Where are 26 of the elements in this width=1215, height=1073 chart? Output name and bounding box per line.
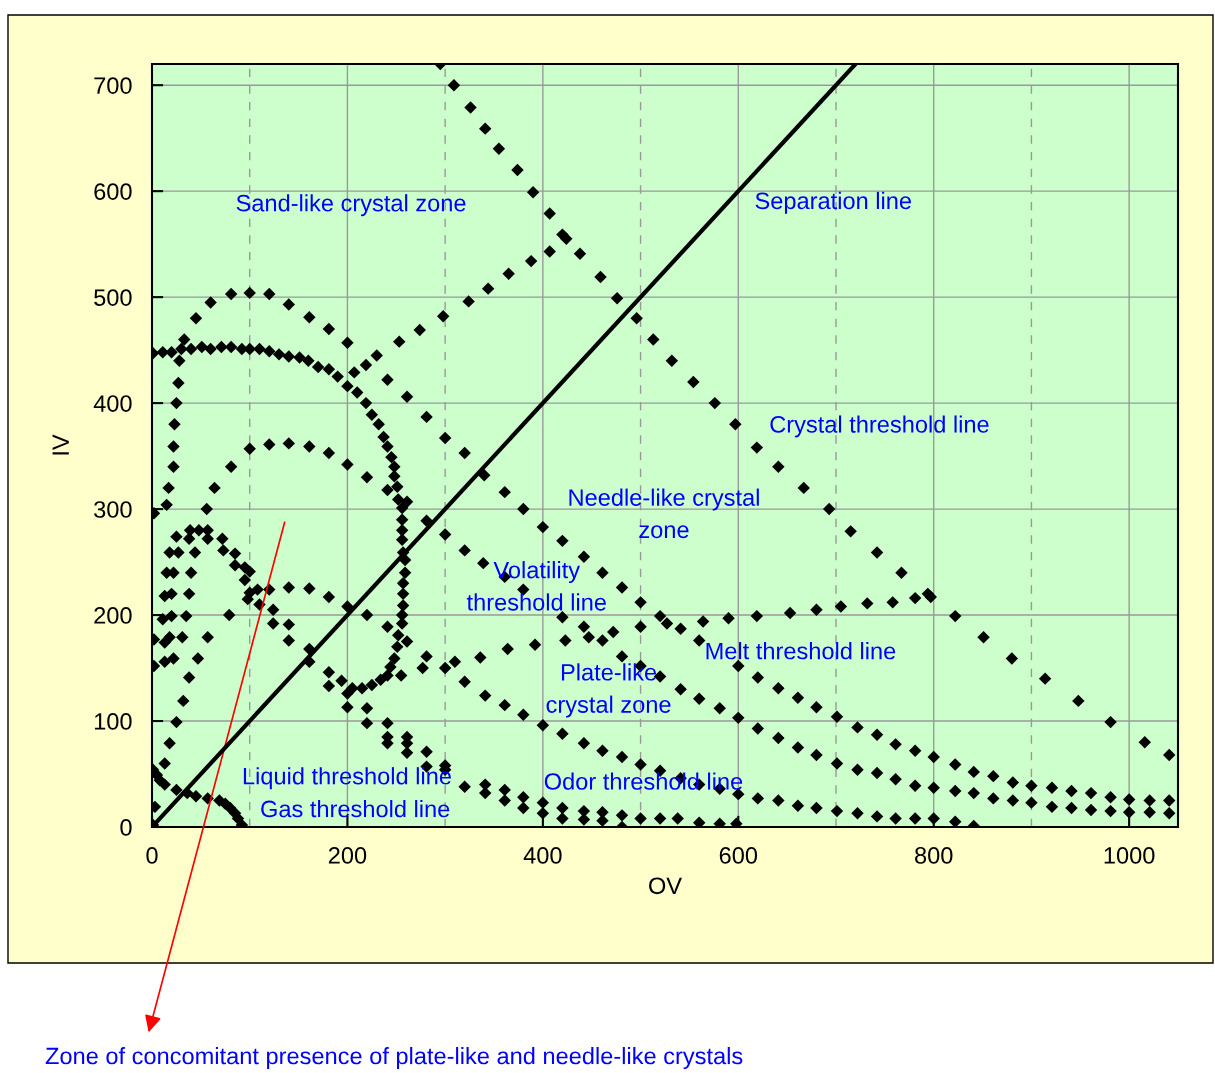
x-axis-title: OV [649,877,682,895]
y-tick-label: 400 [93,395,132,412]
x-tick-label: 400 [523,847,562,864]
annotation: Volatility threshold line [466,561,606,611]
annotation: Plate-like crystal zone [546,663,671,718]
annotation: Needle-like crystal zone [569,488,759,539]
text: Zone of concomitant presence of plate-like and needle-like crystals [45,1046,743,1070]
y-tick-label: 300 [94,501,132,518]
x-tick-label: 1000 [1104,847,1155,864]
x-tick-label: 600 [719,847,758,864]
x-tick-label: 200 [328,847,367,864]
annotation: Melt threshold line [706,642,896,660]
annotation: Separation line [755,191,911,214]
y-tick-label: 500 [94,289,132,306]
annotation: Gas threshold line [261,799,450,818]
y-tick-label: 600 [94,183,132,200]
x-tick-label: 0 [146,847,158,864]
annotation: Sand-like crystal zone [236,194,466,217]
annotation: Liquid threshold line [243,767,451,790]
y-tick-label: 700 [94,77,132,94]
y-tick-label: 200 [94,607,132,624]
y-tick-label: 0 [120,819,132,836]
y-axis-title: IV [52,434,69,455]
y-tick-label: 100 [94,713,132,730]
x-tick-label: 800 [915,847,953,864]
annotation: Crystal threshold line [770,415,989,438]
